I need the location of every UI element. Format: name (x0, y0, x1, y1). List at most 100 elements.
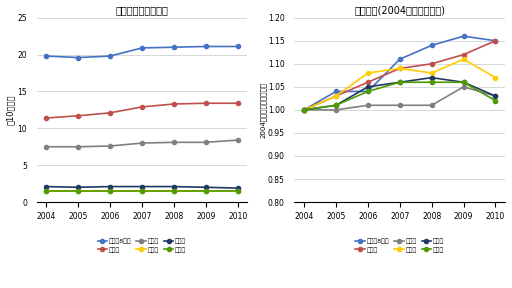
Title: 経常収益（平均値）: 経常収益（平均値） (116, 5, 168, 16)
医無理 (107, 189, 113, 193)
医有中 (429, 104, 435, 107)
医有中 (43, 145, 49, 149)
医有大 (107, 111, 113, 115)
医有中 (203, 141, 209, 144)
医有大 (493, 39, 499, 43)
医有大 (333, 94, 339, 98)
Line: 大規横8大学: 大規横8大学 (44, 44, 240, 60)
医無文 (460, 81, 466, 84)
Line: 医有中: 医有中 (44, 138, 240, 149)
医無理 (43, 189, 49, 193)
医有中 (397, 104, 403, 107)
医有中 (365, 104, 371, 107)
大規横8大学 (171, 46, 177, 49)
医有中 (75, 145, 81, 149)
医無理 (75, 189, 81, 193)
医無理 (460, 58, 466, 61)
医有大 (75, 114, 81, 118)
Line: 医無理: 医無理 (44, 189, 240, 193)
医無総 (397, 81, 403, 84)
Line: 医有中: 医有中 (302, 85, 498, 112)
医有中 (139, 141, 145, 145)
医無理 (301, 108, 307, 112)
医無文 (429, 81, 435, 84)
医無総 (301, 108, 307, 112)
医無理 (397, 67, 403, 70)
医有大 (460, 53, 466, 56)
医有大 (397, 67, 403, 70)
医有中 (493, 94, 499, 98)
医無文 (333, 104, 339, 107)
医無理 (333, 94, 339, 98)
医無総 (75, 185, 81, 189)
Line: 医無総: 医無総 (302, 75, 498, 112)
医無文 (234, 189, 241, 193)
大規横8大学 (139, 46, 145, 50)
医無文 (365, 90, 371, 93)
Line: 医有大: 医有大 (302, 39, 498, 112)
医無総 (139, 185, 145, 188)
医無総 (333, 104, 339, 107)
医有大 (43, 116, 49, 120)
大規横8大学 (365, 90, 371, 93)
Y-axis label: 2004年を基点とする比率: 2004年を基点とする比率 (260, 82, 266, 138)
医無文 (75, 189, 81, 193)
大規横8大学 (460, 35, 466, 38)
医無総 (234, 186, 241, 190)
医有中 (171, 141, 177, 144)
医無文 (301, 108, 307, 112)
Title: 経常収益(2004年基点の比率): 経常収益(2004年基点の比率) (354, 5, 445, 16)
医有大 (234, 102, 241, 105)
大規横8大学 (493, 39, 499, 43)
医無文 (203, 189, 209, 193)
医無文 (43, 189, 49, 193)
医無文 (139, 189, 145, 193)
医無文 (397, 81, 403, 84)
Line: 医無理: 医無理 (302, 57, 498, 112)
医無理 (365, 71, 371, 75)
医有大 (139, 105, 145, 109)
医有大 (301, 108, 307, 112)
医無総 (203, 185, 209, 189)
大規横8大学 (333, 90, 339, 93)
大規横8大学 (203, 45, 209, 48)
医無総 (365, 85, 371, 89)
大規横8大学 (43, 54, 49, 58)
医無文 (107, 189, 113, 193)
医有大 (429, 62, 435, 66)
医無理 (493, 76, 499, 79)
大規横8大学 (234, 45, 241, 48)
医無総 (171, 185, 177, 188)
医無総 (43, 185, 49, 188)
医無総 (107, 185, 113, 188)
医無総 (460, 81, 466, 84)
医無理 (139, 189, 145, 193)
Legend: 大規横8大学, 医有大, 医有中, 医無理, 医無総, 医無文: 大規横8大学, 医有大, 医有中, 医無理, 医無総, 医無文 (355, 238, 444, 253)
医有中 (333, 108, 339, 112)
Line: 医無総: 医無総 (44, 185, 240, 190)
医有大 (203, 102, 209, 105)
医無理 (234, 189, 241, 193)
大規横8大学 (301, 108, 307, 112)
医無文 (171, 189, 177, 193)
医無総 (493, 94, 499, 98)
Y-axis label: （10億円）: （10億円） (6, 95, 14, 125)
Line: 大規横8大学: 大規横8大学 (302, 34, 498, 112)
大規横8大学 (429, 44, 435, 47)
医無文 (493, 99, 499, 103)
医有大 (365, 81, 371, 84)
医有大 (171, 102, 177, 106)
医無理 (203, 189, 209, 193)
大規横8大学 (107, 54, 113, 58)
Line: 医無文: 医無文 (302, 80, 498, 112)
Line: 医無文: 医無文 (44, 189, 240, 193)
大規横8大学 (397, 58, 403, 61)
医有中 (234, 139, 241, 142)
医無理 (429, 71, 435, 75)
医有中 (107, 144, 113, 148)
医無総 (429, 76, 435, 79)
Legend: 大規横8大学, 医有大, 医有中, 医無理, 医無総, 医無文: 大規横8大学, 医有大, 医有中, 医無理, 医無総, 医無文 (97, 238, 186, 253)
医無理 (171, 189, 177, 193)
大規横8大学 (75, 56, 81, 59)
医有中 (460, 85, 466, 89)
